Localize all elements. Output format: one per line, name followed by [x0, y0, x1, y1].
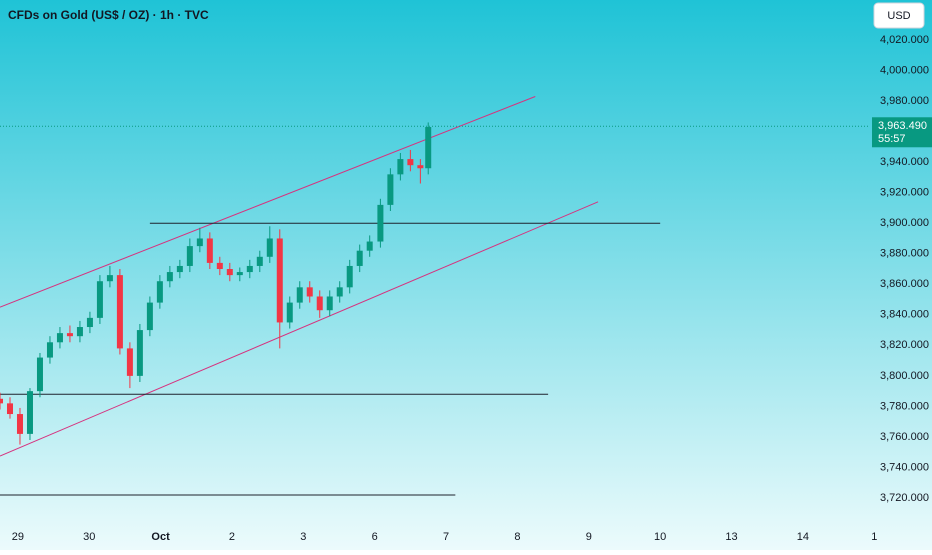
candle-body	[246, 265, 253, 273]
candle-body	[146, 302, 153, 331]
x-tick-label: 9	[586, 531, 592, 543]
candle-body	[407, 159, 414, 166]
candle-body	[0, 398, 3, 404]
last-price-label: 3,963.490	[878, 120, 927, 132]
candle-body	[276, 238, 283, 323]
candle-body	[346, 265, 353, 288]
candle-body	[166, 272, 173, 282]
candle-body	[226, 269, 233, 276]
candle-body	[36, 357, 43, 392]
candle-body	[326, 296, 333, 311]
y-tick-label: 3,740.000	[880, 461, 929, 473]
candle-body	[156, 281, 163, 303]
candle-body	[66, 333, 73, 337]
y-tick-label: 3,920.000	[880, 187, 929, 199]
x-tick-label: 10	[654, 531, 666, 543]
candle-body	[236, 272, 243, 276]
candle-body	[196, 238, 203, 247]
x-tick-label: 29	[12, 531, 24, 543]
y-tick-label: 3,820.000	[880, 339, 929, 351]
y-tick-label: 3,720.000	[880, 492, 929, 504]
candle-body	[256, 256, 263, 266]
y-tick-label: 3,980.000	[880, 95, 929, 107]
candle-body	[336, 287, 343, 297]
candle-body	[126, 348, 133, 376]
last-price-badge	[872, 117, 932, 148]
candle-body	[366, 241, 373, 251]
x-tick-label: Oct	[151, 531, 170, 543]
candle-body	[356, 250, 363, 266]
candle-body	[106, 275, 113, 282]
y-tick-label: 3,880.000	[880, 248, 929, 260]
candle-body	[186, 246, 193, 266]
x-tick-label: 30	[83, 531, 95, 543]
candle-body	[216, 262, 223, 270]
candle-body	[16, 414, 23, 434]
x-tick-label: 13	[725, 531, 737, 543]
candle-body	[136, 330, 143, 376]
y-tick-label: 3,900.000	[880, 217, 929, 229]
x-tick-label: 7	[443, 531, 449, 543]
candle-body	[417, 165, 424, 169]
chart-title: CFDs on Gold (US$ / OZ) · 1h · TVC	[8, 8, 209, 22]
candle-body	[425, 127, 432, 169]
candle-body	[316, 296, 323, 311]
candle-body	[266, 238, 273, 257]
x-tick-label: 8	[514, 531, 520, 543]
candle-body	[46, 342, 53, 358]
trend-line	[0, 96, 536, 308]
y-tick-label: 4,020.000	[880, 34, 929, 46]
countdown-label: 55:57	[878, 133, 906, 145]
candle-body	[206, 238, 213, 263]
x-tick-label: 2	[229, 531, 235, 543]
candle-body	[296, 287, 303, 303]
y-tick-label: 3,840.000	[880, 309, 929, 321]
candle-body	[176, 265, 183, 273]
candle-body	[286, 302, 293, 323]
y-tick-label: 3,760.000	[880, 431, 929, 443]
candle-body	[397, 159, 404, 175]
x-tick-label: 1	[871, 531, 877, 543]
trend-line	[0, 201, 599, 457]
y-tick-label: 3,860.000	[880, 278, 929, 290]
x-tick-label: 3	[300, 531, 306, 543]
candle-body	[26, 391, 33, 434]
candle-body	[306, 287, 313, 297]
x-tick-label: 14	[797, 531, 809, 543]
candle-body	[96, 281, 103, 318]
candle-body	[56, 333, 63, 343]
currency-button[interactable]	[873, 2, 925, 29]
y-tick-label: 3,800.000	[880, 370, 929, 382]
candle-body	[76, 327, 83, 337]
y-tick-label: 4,000.000	[880, 64, 929, 76]
x-tick-label: 6	[372, 531, 378, 543]
candle-body	[377, 204, 384, 242]
y-tick-label: 3,940.000	[880, 156, 929, 168]
candle-body	[6, 403, 13, 415]
candle-body	[116, 275, 123, 349]
candle-body	[387, 174, 394, 205]
candle-body	[86, 317, 93, 328]
y-tick-label: 3,780.000	[880, 400, 929, 412]
currency-label[interactable]: USD	[887, 10, 910, 22]
